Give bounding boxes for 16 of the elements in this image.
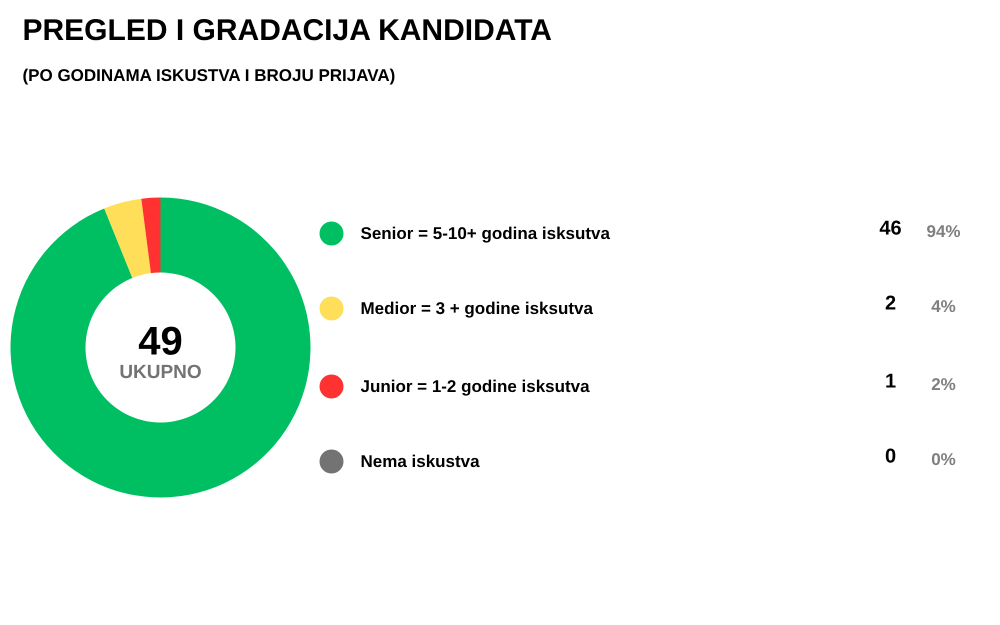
text: 4% (931, 297, 956, 316)
data-label: 46 (879, 218, 902, 240)
legend-label: Nema iskustva (360, 452, 480, 471)
legend-label: Medior = 3 + godine isksutva (360, 299, 594, 318)
text: UKUPNO (119, 362, 202, 383)
text: 49 (138, 320, 183, 364)
text: 0 (884, 446, 896, 468)
legend-label: Junior = 1-2 godine isksutva (360, 377, 590, 396)
text: 2% (931, 375, 956, 394)
data-label: 2 (884, 292, 896, 314)
chart-subtitle: (PO GODINAMA ISKUSTVA I BROJU PRIJAVA) (22, 66, 396, 85)
chart-title: PREGLED I GRADACIJA KANDIDATA (22, 14, 552, 47)
legend-label: Senior = 5-10+ godina isksutva (360, 224, 610, 243)
data-label: 1 (884, 370, 896, 392)
text: 0% (931, 450, 956, 469)
text: 94% (926, 222, 961, 241)
